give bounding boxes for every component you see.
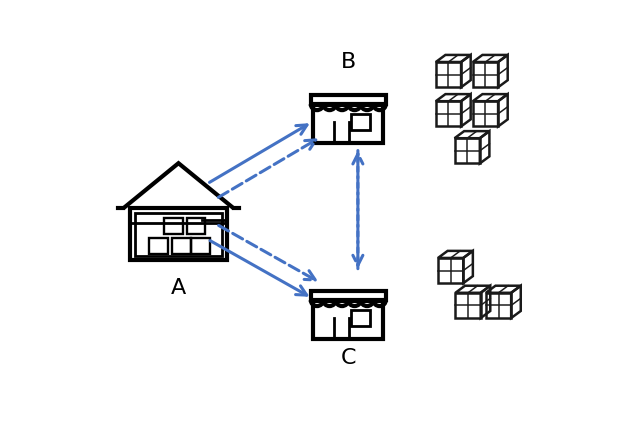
Bar	[436, 101, 461, 127]
Bar	[438, 258, 463, 283]
Bar	[311, 291, 386, 300]
Bar	[351, 114, 370, 130]
Bar	[164, 218, 182, 234]
Text: A: A	[171, 278, 186, 298]
Bar	[313, 301, 383, 339]
FancyArrowPatch shape	[353, 154, 363, 269]
Bar	[351, 310, 370, 325]
Bar	[172, 238, 191, 254]
Text: B: B	[340, 52, 356, 71]
Bar	[454, 138, 480, 164]
FancyArrowPatch shape	[219, 225, 316, 280]
Bar	[311, 95, 386, 104]
FancyArrowPatch shape	[210, 241, 307, 295]
Bar	[134, 213, 222, 256]
Bar	[473, 62, 498, 87]
Bar	[486, 293, 511, 318]
FancyArrowPatch shape	[218, 140, 316, 198]
FancyArrowPatch shape	[209, 125, 307, 183]
Bar	[191, 238, 209, 254]
Bar	[473, 101, 498, 127]
Bar	[313, 105, 383, 143]
Bar	[436, 62, 461, 87]
Bar	[130, 209, 227, 260]
Bar	[456, 293, 481, 318]
Text: C: C	[340, 348, 356, 368]
Bar	[148, 238, 168, 254]
Bar	[187, 218, 205, 234]
FancyArrowPatch shape	[353, 150, 363, 265]
